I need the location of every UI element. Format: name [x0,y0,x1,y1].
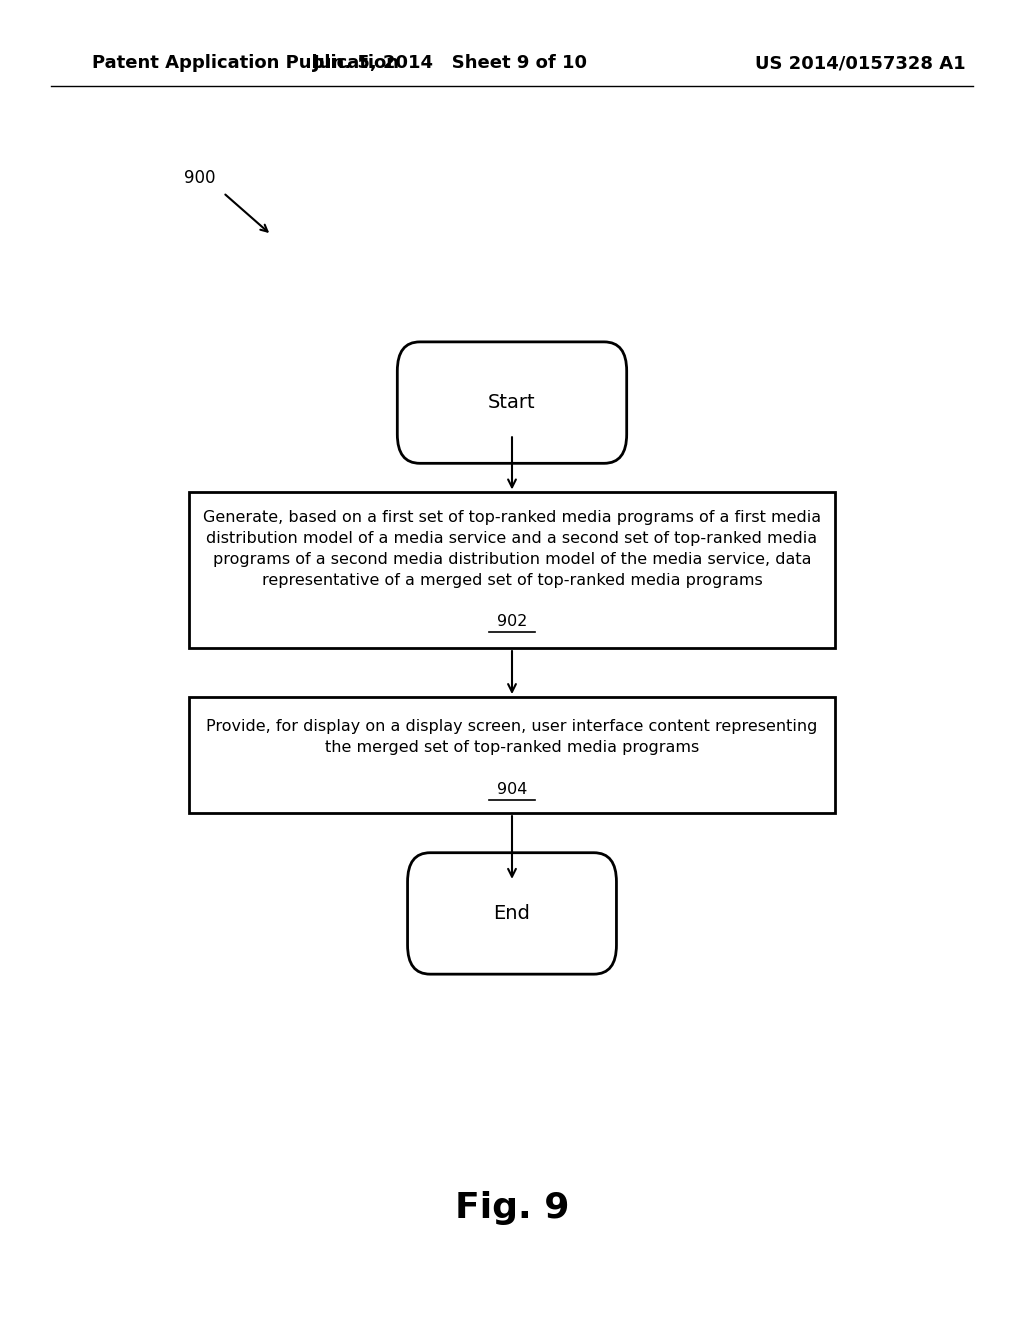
Text: 900: 900 [184,169,216,187]
Text: Fig. 9: Fig. 9 [455,1191,569,1225]
Text: 902: 902 [497,614,527,630]
Text: Jun. 5, 2014   Sheet 9 of 10: Jun. 5, 2014 Sheet 9 of 10 [313,54,588,73]
FancyBboxPatch shape [408,853,616,974]
Text: End: End [494,904,530,923]
Text: US 2014/0157328 A1: US 2014/0157328 A1 [755,54,966,73]
FancyBboxPatch shape [397,342,627,463]
Text: Start: Start [488,393,536,412]
FancyBboxPatch shape [189,492,835,648]
Text: Generate, based on a first set of top-ranked media programs of a first media
dis: Generate, based on a first set of top-ra… [203,510,821,589]
Text: 904: 904 [497,781,527,797]
Text: Patent Application Publication: Patent Application Publication [92,54,399,73]
Text: Provide, for display on a display screen, user interface content representing
th: Provide, for display on a display screen… [206,718,818,755]
FancyBboxPatch shape [189,697,835,813]
